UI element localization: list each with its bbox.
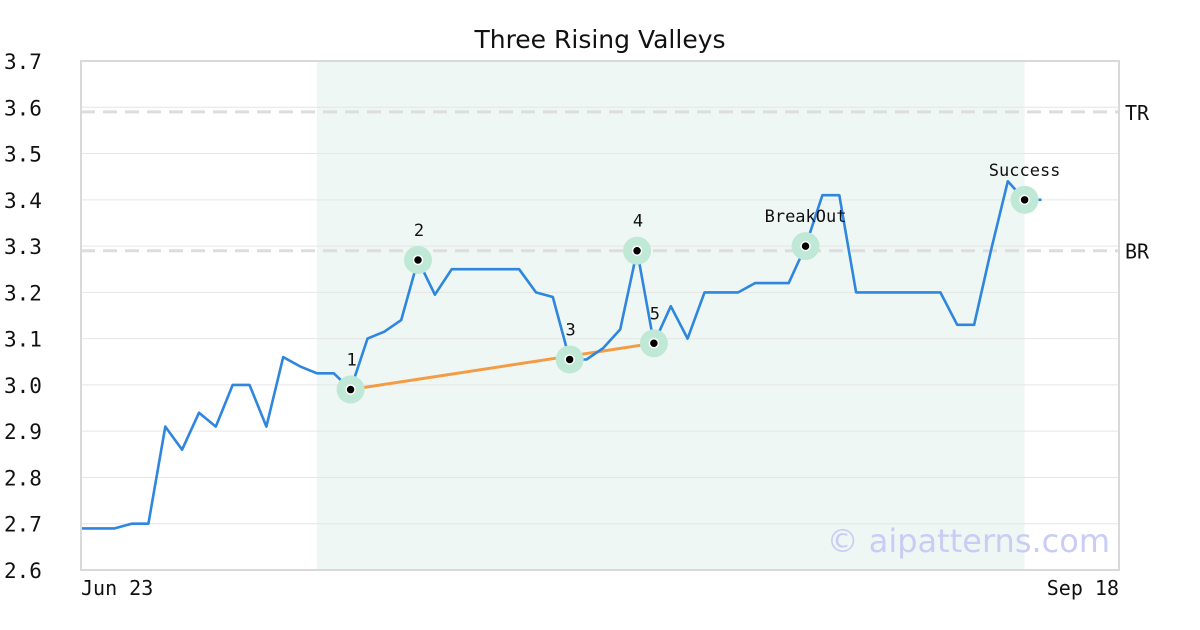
reference-line-label: TR [1125,101,1150,125]
x-tick-label: Sep 18 [1047,576,1119,600]
y-axis-ticks: 3.7 3.6 3.5 3.4 3.3 3.2 3.1 3.0 2.9 2.8 2.7 2.6 [4,50,42,583]
y-tick-label: 3.6 [4,96,42,120]
point-marker [631,245,643,256]
point-label: BreakOut [765,207,847,227]
y-tick-label: 3.5 [4,143,42,167]
point-label: 2 [414,221,424,241]
chart-title: Three Rising Valleys [473,25,725,54]
y-tick-label: 3.7 [4,50,42,74]
y-tick-label: 2.6 [4,559,42,583]
point-label: 3 [566,320,576,340]
y-tick-label: 3.1 [4,328,42,352]
reference-lines: TR BR [81,101,1150,264]
point-marker [648,338,660,349]
y-tick-label: 2.7 [4,513,42,537]
point-label: Success [989,161,1061,181]
point-marker [564,354,575,365]
y-tick-label: 3.2 [4,281,42,305]
highlight-band [316,61,1025,570]
point-label: 5 [650,304,660,324]
plot-frame [80,60,1120,571]
x-axis-ticks: Jun 23 Sep 18 [81,576,1119,600]
watermark: © aipatterns.com [827,522,1110,560]
y-tick-label: 3.4 [4,189,42,213]
y-tick-label: 2.8 [4,466,42,490]
point-marker [345,384,356,395]
point-marker [1019,194,1030,206]
point-label: 4 [633,212,643,232]
y-tick-label: 3.3 [4,235,42,259]
y-tick-label: 3.0 [4,374,42,398]
x-tick-label: Jun 23 [81,576,153,600]
point-marker [412,254,424,266]
point-label: 1 [346,351,356,371]
y-tick-label: 2.9 [4,420,42,444]
pattern-markers: 1 2 3 4 5 BreakOut Success [336,161,1061,404]
point-marker [800,240,811,252]
reference-line-label: BR [1125,240,1150,264]
price-series-line [81,180,1042,530]
valley-trendline [350,341,655,392]
